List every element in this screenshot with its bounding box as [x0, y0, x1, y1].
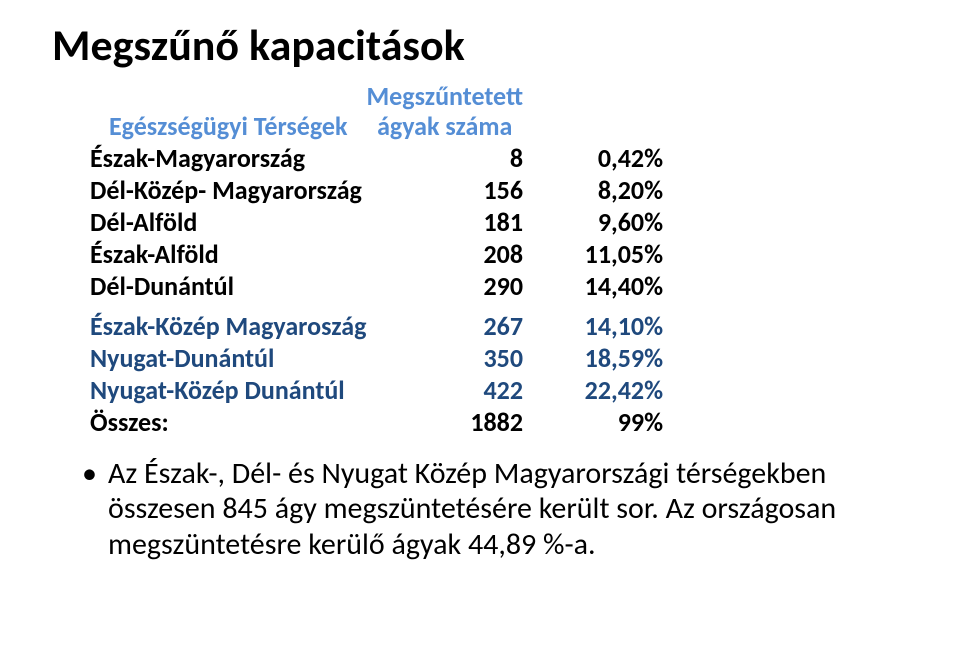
- capacity-table: Egészségügyi Térségek Megszűntetett ágya…: [90, 82, 663, 438]
- row-label: Dél-Alföld: [90, 206, 197, 238]
- table-row: Nyugat-Dunántúl 350 18,59%: [90, 342, 663, 374]
- table-row: Észak-Alföld 208 11,05%: [90, 238, 663, 270]
- page-title: Megszűnő kapacitások: [52, 18, 910, 72]
- table-row: Összes: 1882 99%: [90, 406, 663, 438]
- table-spacer: [90, 302, 663, 310]
- header-label: Egészségügyi Térségek: [109, 110, 347, 142]
- row-label: Nyugat-Dunántúl: [90, 342, 274, 374]
- row-pct: 14,10%: [585, 310, 663, 342]
- row-label: Nyugat-Közép Dunántúl: [90, 374, 345, 406]
- bullet-list: Az Észak-, Dél- és Nyugat Közép Magyaror…: [82, 456, 910, 562]
- table-row: Észak-Magyarország 8 0,42%: [90, 142, 663, 174]
- row-count: 156: [484, 174, 524, 206]
- row-label: Észak-Magyarország: [90, 142, 305, 174]
- row-pct: 99%: [618, 406, 663, 438]
- row-count: 422: [484, 374, 524, 406]
- table-row: Dél-Dunántúl 290 14,40%: [90, 270, 663, 302]
- row-pct: 8,20%: [598, 174, 663, 206]
- row-pct: 11,05%: [585, 238, 663, 270]
- row-pct: 18,59%: [585, 342, 663, 374]
- row-count: 208: [484, 238, 524, 270]
- table-row: Észak-Közép Magyaroszág 267 14,10%: [90, 310, 663, 342]
- table-row: Dél-Alföld 181 9,60%: [90, 206, 663, 238]
- row-count: 8: [510, 142, 523, 174]
- row-pct: 14,40%: [585, 270, 663, 302]
- row-count: 267: [484, 310, 524, 342]
- row-pct: 0,42%: [598, 142, 663, 174]
- row-label: Dél-Dunántúl: [90, 270, 234, 302]
- header-col1-line1: Megszűntetett: [366, 80, 523, 112]
- row-label: Összes:: [90, 406, 169, 438]
- row-label: Észak-Alföld: [90, 238, 219, 270]
- table-row: Dél-Közép- Magyarország 156 8,20%: [90, 174, 663, 206]
- row-label: Dél-Közép- Magyarország: [90, 174, 362, 206]
- row-pct: 9,60%: [598, 206, 663, 238]
- slide: Megszűnő kapacitások Egészségügyi Térség…: [0, 0, 960, 668]
- header-col1-line2: ágyak száma: [377, 110, 512, 142]
- row-count: 290: [484, 270, 524, 302]
- row-pct: 22,42%: [585, 374, 663, 406]
- row-count: 1882: [470, 406, 523, 438]
- table-header-row: Egészségügyi Térségek Megszűntetett ágya…: [90, 82, 663, 142]
- row-count: 181: [484, 206, 524, 238]
- bullet-item: Az Észak-, Dél- és Nyugat Közép Magyaror…: [82, 456, 910, 562]
- table-row: Nyugat-Közép Dunántúl 422 22,42%: [90, 374, 663, 406]
- row-count: 350: [484, 342, 524, 374]
- row-label: Észak-Közép Magyaroszág: [90, 310, 366, 342]
